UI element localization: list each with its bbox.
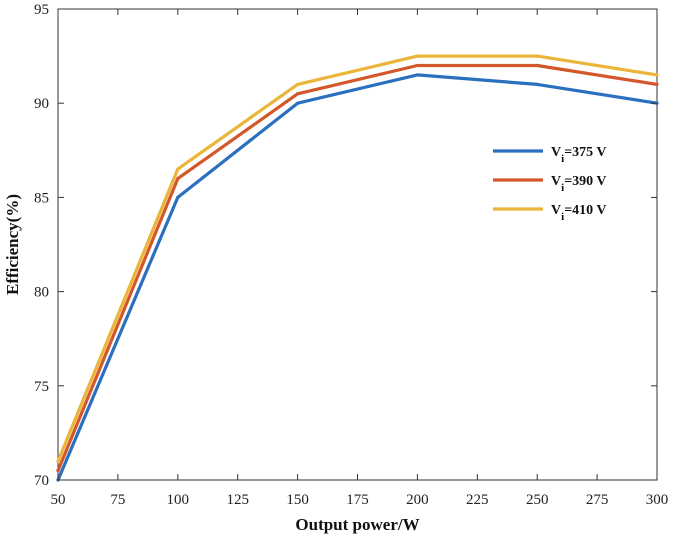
x-tick-label: 275 (586, 492, 609, 508)
series-3-point (56, 459, 60, 463)
legend-label-sub: i (561, 211, 564, 223)
x-tick-label: 200 (406, 492, 429, 508)
x-tick-label: 150 (286, 492, 309, 508)
series-3-point (415, 54, 419, 58)
y-tick-label: 95 (34, 2, 49, 18)
series-1-point (415, 73, 419, 77)
series-3-point (535, 54, 539, 58)
series-2-point (56, 468, 60, 473)
x-tick-label: 125 (226, 492, 249, 508)
y-tick-label: 75 (34, 379, 49, 395)
series-line-1 (56, 73, 659, 482)
y-tick-label: 70 (34, 473, 49, 489)
x-tick-label: 100 (167, 492, 190, 508)
series-1-point (176, 195, 180, 199)
legend-label-2: Vi=390 V (551, 174, 607, 194)
y-axis-title: Efficiency(%) (3, 194, 22, 295)
series-layer (56, 54, 659, 482)
series-3-point (176, 167, 180, 171)
legend-label-main: V (551, 203, 561, 218)
series-2-point (176, 176, 180, 181)
series-3-point (296, 82, 300, 86)
legend-label-1: Vi=375 V (551, 145, 607, 165)
series-1-point (296, 101, 300, 105)
series-2-point (655, 82, 659, 86)
series-3-point (655, 73, 659, 77)
series-1-point (535, 82, 539, 86)
series-2-point (535, 63, 539, 68)
legend-label-rest: =390 V (564, 174, 606, 189)
series-line-3 (56, 54, 659, 463)
x-tick-label: 225 (466, 492, 489, 508)
x-tick-label: 250 (526, 492, 549, 508)
series-2-point (296, 92, 300, 96)
y-tick-label: 90 (34, 96, 49, 112)
x-tick-label: 300 (646, 492, 669, 508)
series-line-2 (56, 63, 659, 473)
ticks-layer: 50 75 100 125 150 175 200 225 250 275 300 70 75 80 85 9… (34, 2, 668, 508)
series-2-point (415, 63, 419, 68)
legend-label-main: V (551, 145, 561, 160)
legend-label-sub: i (561, 182, 564, 194)
x-tick-label: 75 (110, 492, 125, 508)
legend-label-sub: i (561, 153, 564, 165)
legend-label-3: Vi=410 V (551, 203, 607, 223)
x-tick-label: 175 (346, 492, 369, 508)
legend-label-main: V (551, 174, 561, 189)
x-tick-label: 50 (51, 492, 66, 508)
legend-label-rest: =410 V (564, 203, 606, 218)
y-tick-label: 80 (34, 285, 49, 301)
legend-label-rest: =375 V (564, 145, 606, 160)
x-axis-title: Output power/W (295, 515, 419, 534)
legend: Vi=375 VVi=390 VVi=410 V (493, 145, 607, 223)
y-tick-label: 85 (34, 190, 49, 206)
